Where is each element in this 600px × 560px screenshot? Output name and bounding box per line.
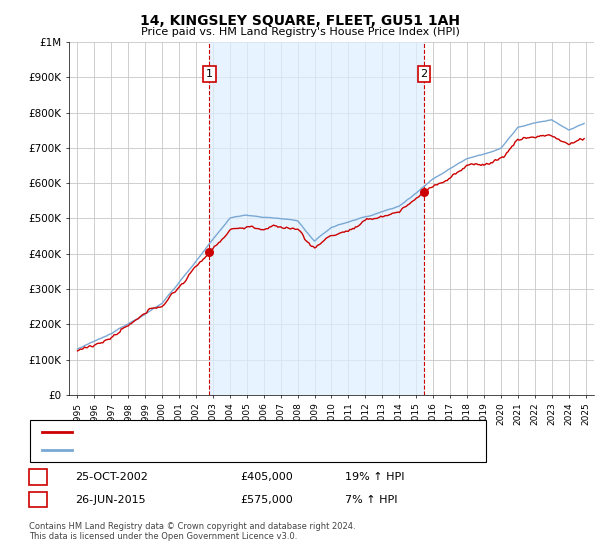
- Text: 1: 1: [34, 472, 41, 482]
- Text: Price paid vs. HM Land Registry's House Price Index (HPI): Price paid vs. HM Land Registry's House …: [140, 27, 460, 37]
- Text: 2: 2: [421, 69, 428, 79]
- Text: 2: 2: [34, 494, 41, 505]
- Text: 1: 1: [206, 69, 213, 79]
- Text: £405,000: £405,000: [240, 472, 293, 482]
- Text: 26-JUN-2015: 26-JUN-2015: [75, 494, 146, 505]
- Point: [205, 248, 214, 256]
- Text: 19% ↑ HPI: 19% ↑ HPI: [345, 472, 404, 482]
- Text: HPI: Average price, detached house, Hart: HPI: Average price, detached house, Hart: [78, 445, 293, 455]
- Text: Contains HM Land Registry data © Crown copyright and database right 2024.
This d: Contains HM Land Registry data © Crown c…: [29, 522, 355, 542]
- Text: 25-OCT-2002: 25-OCT-2002: [75, 472, 148, 482]
- Text: 14, KINGSLEY SQUARE, FLEET, GU51 1AH (detached house): 14, KINGSLEY SQUARE, FLEET, GU51 1AH (de…: [78, 427, 388, 437]
- Point: [419, 188, 429, 197]
- Text: £575,000: £575,000: [240, 494, 293, 505]
- Text: 14, KINGSLEY SQUARE, FLEET, GU51 1AH: 14, KINGSLEY SQUARE, FLEET, GU51 1AH: [140, 14, 460, 28]
- Text: 7% ↑ HPI: 7% ↑ HPI: [345, 494, 398, 505]
- Bar: [209, 42, 424, 395]
